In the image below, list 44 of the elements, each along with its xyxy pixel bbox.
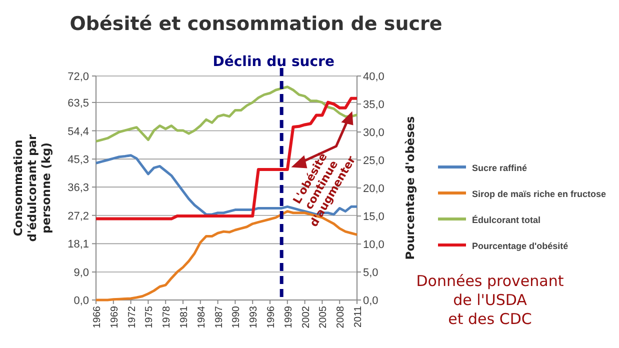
y-tick-label: 9,0 xyxy=(74,267,89,279)
ref-line-label: Déclin du sucre xyxy=(212,54,334,70)
x-tick-label: 1972 xyxy=(126,306,138,328)
y-tick-label: 0,0 xyxy=(74,295,89,307)
y2-tick-label: 35,0 xyxy=(363,99,384,111)
x-tick-label: 1996 xyxy=(266,306,277,328)
legend-label: Sucre raffiné xyxy=(472,163,528,173)
y-tick-label: 45,3 xyxy=(68,154,89,166)
y-tick-label: 27,2 xyxy=(68,210,89,222)
y2-tick-label: 30,0 xyxy=(363,127,384,139)
y2-tick-label: 0,0 xyxy=(363,295,378,307)
text: Données provenant de l'USDA et des CDC xyxy=(416,272,564,328)
x-tick-label: 2008 xyxy=(336,306,347,328)
y-axis-title: Consommation d'édulcorant par personne (kg) xyxy=(11,134,53,242)
x-tick-label: 1987 xyxy=(214,306,225,328)
chart-title: Obésité et consommation de sucre xyxy=(70,13,442,35)
y2-tick-label: 25,0 xyxy=(363,155,384,167)
y-tick-label: 72,0 xyxy=(68,71,89,83)
x-tick-label: 1993 xyxy=(248,306,260,328)
legend-label: Pourcentage d'obésité xyxy=(472,241,568,251)
x-tick-label: 1984 xyxy=(196,306,208,328)
legend-label: Édulcorant total xyxy=(472,215,541,225)
legend-label: Sirop de maïs riche en fructose xyxy=(472,189,606,199)
x-tick-label: 1978 xyxy=(162,306,173,328)
x-tick-label: 2002 xyxy=(300,306,312,328)
x-tick-label: 1969 xyxy=(109,306,120,328)
x-tick-label: 1966 xyxy=(92,306,103,328)
y2-tick-label: 10,0 xyxy=(363,239,384,251)
line-series xyxy=(94,86,358,143)
y-tick-label: 54,4 xyxy=(68,126,89,138)
y-tick-label: 18,1 xyxy=(68,238,89,251)
x-tick-label: 2005 xyxy=(318,306,330,328)
y2-axis-title: Pourcentage d'obèses xyxy=(403,116,417,260)
x-tick-label: 1975 xyxy=(144,306,156,328)
y2-tick-label: 5,0 xyxy=(363,267,378,279)
x-tick-label: 2011 xyxy=(353,306,364,328)
x-tick-label: 1999 xyxy=(283,306,294,328)
y2-tick-label: 15,0 xyxy=(363,211,384,223)
y-tick-label: 36,3 xyxy=(68,182,89,194)
y2-tick-label: 20,0 xyxy=(363,183,384,195)
x-tick-label: 1981 xyxy=(179,306,190,328)
x-tick-label: 1990 xyxy=(231,306,242,328)
y-tick-label: 63,5 xyxy=(68,97,89,110)
y2-tick-label: 40,0 xyxy=(363,71,384,83)
